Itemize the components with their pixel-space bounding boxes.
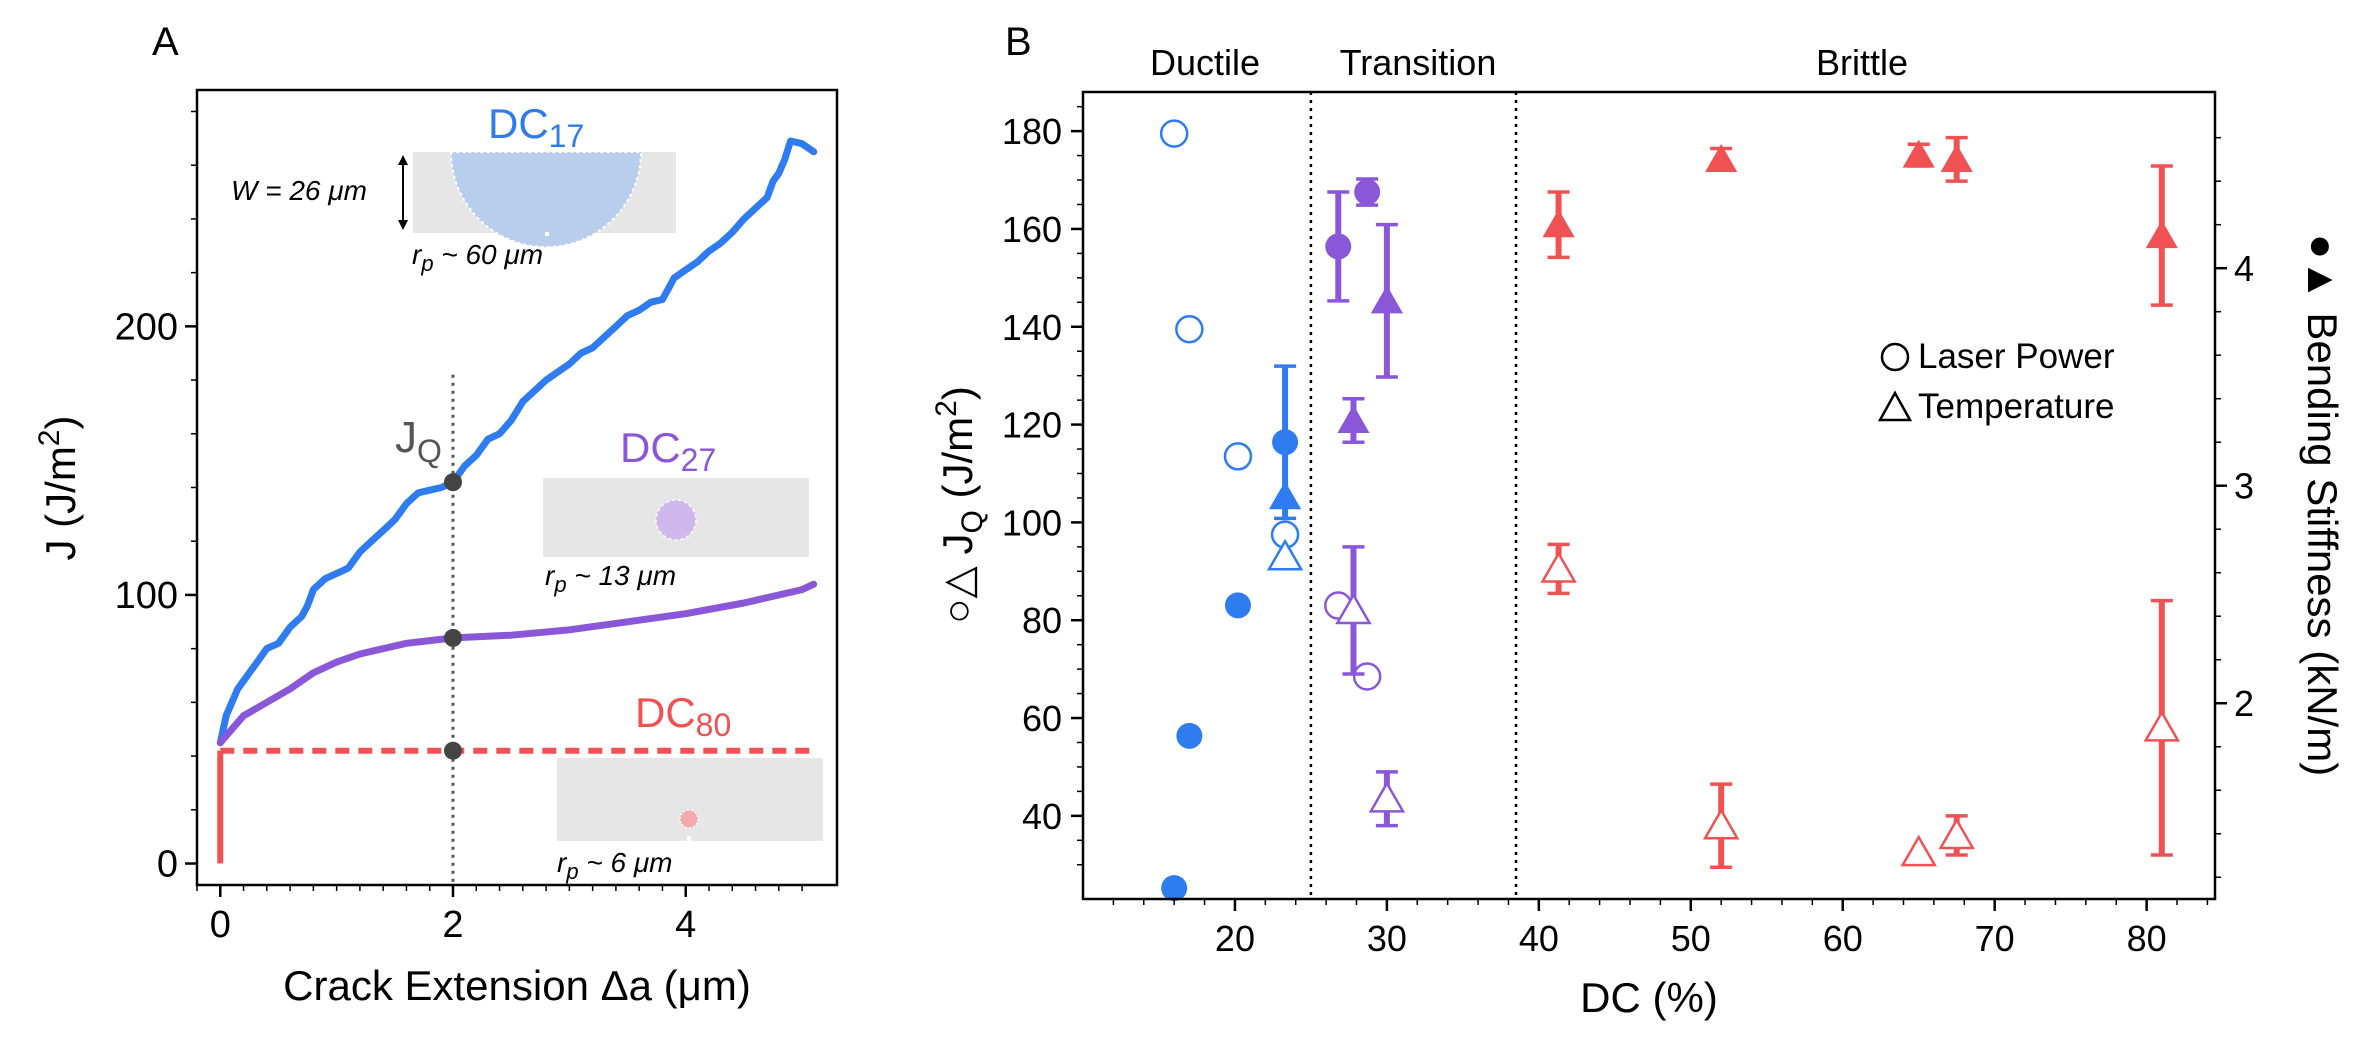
panel-b-xtick-label: 30 (1367, 918, 1407, 959)
panel-b-ytick-left-label: 80 (1022, 600, 1062, 641)
inset-dc80-notch (687, 836, 691, 842)
panel-b-ytick-right-label: 3 (2234, 466, 2254, 507)
panel-b-xtick-label: 80 (2127, 918, 2167, 959)
marker-filled-triangle (1370, 285, 1403, 314)
jq-label: JQ (395, 413, 442, 469)
inset-dc80: DC80 rp ~ 6 μm (557, 689, 823, 884)
panel-b-ylabel-right: ●▲ Bending Stiffness (kN/m) (2299, 234, 2346, 776)
panel-b: B 20 30 40 50 60 70 80 40 60 80 100 120 140 160 180 2 3 4… (930, 20, 2346, 1021)
marker-filled-triangle (1940, 144, 1973, 173)
dc17-label: DC17 (488, 100, 584, 154)
panel-b-ytick-left-label: 140 (1002, 307, 1062, 348)
inset-dc27: DC27 rp ~ 13 μm (543, 424, 809, 597)
panel-b-xtick-label: 60 (1823, 918, 1863, 959)
panel-b-ytick-left-label: 180 (1002, 111, 1062, 152)
region-label-ductile: Ductile (1150, 42, 1260, 83)
legend-triangle-icon (1877, 390, 1913, 422)
panel-b-ytick-left-label: 120 (1002, 405, 1062, 446)
inset-dc80-plastic-zone (679, 809, 699, 829)
jq-point-dc27 (444, 628, 462, 647)
inset-dc17-notch (545, 232, 549, 236)
marker-open-triangle (2143, 709, 2181, 742)
panel-a-xtick-label: 2 (442, 904, 463, 946)
dc17-rp-label: rp ~ 60 μm (412, 239, 543, 276)
dc27-label: DC27 (620, 424, 716, 478)
panel-a-data (216, 137, 818, 885)
panel-b-frame (1081, 90, 2217, 901)
panel-a-letter: A (152, 20, 179, 64)
marker-open-triangle (1702, 807, 1740, 840)
panel-b-ytick-left-label: 160 (1002, 209, 1062, 250)
marker-filled-circle (1354, 179, 1381, 206)
inset-dc27-plastic-zone (655, 499, 697, 541)
panel-a-xtick-label: 4 (675, 904, 696, 946)
marker-open-circle (1159, 119, 1189, 148)
legend-circle-icon (1880, 342, 1910, 372)
marker-open-triangle (1900, 834, 1937, 867)
panel-b-xtick-label: 40 (1519, 918, 1559, 959)
marker-open-triangle (1938, 817, 1975, 850)
dc27-rp-label: rp ~ 13 μm (545, 560, 676, 597)
legend: Laser Power Temperature (1877, 337, 2115, 426)
marker-filled-triangle (1337, 405, 1370, 434)
marker-open-triangle (1540, 550, 1577, 583)
panel-b-ytick-left-label: 100 (1002, 502, 1062, 543)
marker-filled-circle (1161, 875, 1188, 902)
dc80-rp-label: rp ~ 6 μm (557, 847, 673, 884)
panel-b-ticks: 20 30 40 50 60 70 80 40 60 80 100 120 140 160 180 2 3 4 (1002, 105, 2254, 959)
legend-temperature: Temperature (1918, 387, 2114, 426)
marker-filled-triangle (1705, 144, 1738, 173)
panel-a-xlabel: Crack Extension Δa (μm) (283, 962, 751, 1009)
legend-laser-power: Laser Power (1918, 337, 2115, 376)
marker-filled-circle (1325, 233, 1352, 260)
marker-filled-circle (1224, 592, 1251, 619)
inset-dc17: W = 26 μm DC17 rp ~ 60 μm (231, 100, 676, 276)
jq-point-dc17 (444, 473, 462, 492)
panel-b-ytick-left-label: 40 (1022, 796, 1062, 837)
marker-open-triangle (1335, 592, 1372, 625)
region-label-transition: Transition (1340, 42, 1497, 83)
panel-b-xtick-label: 70 (1975, 918, 2015, 959)
series-dc17-line (216, 137, 818, 747)
jq-point-dc80 (444, 741, 462, 760)
panel-a-xtick-label: 0 (210, 904, 231, 946)
panel-a-ytick-label: 0 (157, 844, 178, 886)
panel-b-ylabel-left: ○△ JQ (J/m2) (930, 386, 989, 624)
panel-b-xtick-label: 50 (1671, 918, 1711, 959)
marker-open-circle (1352, 662, 1382, 691)
region-label-brittle: Brittle (1816, 42, 1908, 83)
panel-a-ticks: 0 2 4 0 100 200 (115, 110, 803, 946)
panel-b-ytick-left-label: 60 (1022, 698, 1062, 739)
marker-filled-circle (1176, 722, 1203, 749)
panel-a-ytick-label: 200 (115, 306, 178, 348)
marker-open-circle (1223, 442, 1253, 471)
panel-b-letter: B (1005, 20, 1032, 64)
series-dc27-line (216, 580, 818, 747)
panel-b-data (1159, 92, 2181, 902)
marker-open-circle (1175, 314, 1204, 344)
marker-filled-triangle (2145, 220, 2178, 249)
marker-open-triangle (1266, 538, 1304, 571)
panel-a-ytick-label: 100 (115, 575, 178, 617)
marker-open-triangle (1368, 780, 1406, 813)
dc80-label: DC80 (635, 689, 731, 743)
width-label: W = 26 μm (231, 175, 367, 206)
panel-b-ytick-right-label: 2 (2234, 683, 2254, 724)
panel-a: A 0 2 4 0 100 200 W = 26 μm DC17 rp ~ 60 μm D… (33, 20, 839, 1009)
panel-b-ytick-right-label: 4 (2234, 248, 2254, 289)
panel-b-xlabel: DC (%) (1580, 974, 1718, 1021)
panel-a-ylabel: J (J/m2) (33, 416, 84, 561)
panel-b-xtick-label: 20 (1215, 918, 1255, 959)
marker-filled-circle (1272, 429, 1299, 456)
marker-filled-triangle (1542, 209, 1575, 238)
marker-filled-triangle (1268, 481, 1302, 510)
inset-dc17-plastic-zone (449, 151, 643, 248)
marker-filled-triangle (1902, 139, 1935, 168)
